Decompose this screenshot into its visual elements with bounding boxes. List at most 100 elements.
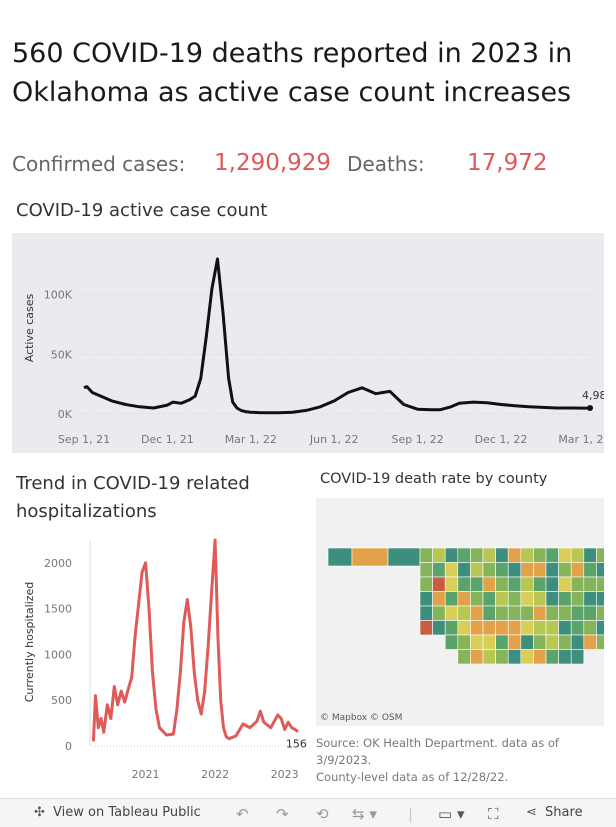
county: [457, 576, 471, 592]
county: [507, 562, 522, 578]
county: [558, 547, 572, 563]
county: [482, 576, 496, 592]
county: [533, 562, 547, 578]
revert-icon[interactable]: ⟲: [316, 805, 329, 823]
county: [583, 562, 597, 578]
confirmed-value: 1,290,929: [214, 150, 332, 176]
last-point: [587, 405, 593, 412]
county: [432, 620, 446, 636]
deaths-label: Deaths:: [347, 152, 425, 176]
x-tick-label: Sep 1, 21: [58, 433, 110, 446]
county: [470, 649, 484, 665]
county: [545, 649, 559, 665]
undo-icon[interactable]: ↶: [236, 805, 249, 823]
county-map[interactable]: © Mapbox © OSM: [316, 498, 604, 726]
county: [419, 562, 433, 578]
county: [507, 649, 522, 665]
deaths-value: 17,972: [467, 150, 548, 176]
county: [482, 591, 496, 607]
county: [457, 562, 471, 578]
county: [482, 605, 496, 621]
county: [507, 620, 522, 636]
county: [570, 634, 585, 650]
hosp-chart-title: Trend in COVID-19 related hospitalizatio…: [16, 470, 250, 526]
county: [570, 649, 585, 665]
county: [470, 620, 484, 636]
county: [596, 576, 604, 592]
x-tick-label: 2021: [132, 768, 160, 781]
county: [520, 562, 534, 578]
county: [545, 547, 559, 563]
county: [419, 620, 433, 636]
county: [545, 576, 559, 592]
county: [457, 620, 471, 636]
county: [520, 547, 534, 563]
source-line3: County-level data as of 12/28/22.: [316, 770, 509, 784]
county: [533, 605, 547, 621]
refresh-icon[interactable]: ⇆ ▾: [352, 805, 377, 823]
county: [495, 634, 509, 650]
county: [558, 605, 572, 621]
active-chart-title: COVID-19 active case count: [16, 200, 268, 221]
redo-icon[interactable]: ↷: [276, 805, 289, 823]
county: [570, 547, 585, 563]
county: [470, 605, 484, 621]
county: [545, 591, 559, 607]
y-tick-label: 100K: [44, 289, 73, 302]
y-tick-label: 500: [51, 694, 72, 707]
county: [507, 576, 522, 592]
county: [482, 634, 496, 650]
county: [570, 605, 585, 621]
county: [482, 649, 496, 665]
oklahoma-map: [327, 547, 604, 665]
county: [507, 605, 522, 621]
county: [533, 634, 547, 650]
county: [444, 562, 459, 578]
y-tick-label: 50K: [51, 348, 73, 361]
county: [432, 547, 446, 563]
x-tick-label: Dec 1, 21: [141, 433, 194, 446]
county: [470, 591, 484, 607]
county: [558, 634, 572, 650]
county: [533, 591, 547, 607]
county: [558, 591, 572, 607]
county: [558, 562, 572, 578]
x-tick-label: Mar 1, 23: [558, 433, 604, 446]
comment-icon[interactable]: ▭ ▾: [438, 805, 465, 823]
county: [495, 547, 509, 563]
hosp-title-line1: Trend in COVID-19 related: [16, 473, 250, 494]
county: [545, 605, 559, 621]
county: [558, 649, 572, 665]
view-on-tableau-button[interactable]: ✣ View on Tableau Public: [34, 805, 201, 820]
county: [533, 547, 547, 563]
county: [444, 576, 459, 592]
x-tick-label: 2023: [271, 768, 299, 781]
county: [520, 591, 534, 607]
county: [457, 605, 471, 621]
fullscreen-icon[interactable]: ⛶: [488, 805, 499, 823]
map-credit: © Mapbox © OSM: [320, 713, 403, 723]
county: [507, 634, 522, 650]
county: [482, 620, 496, 636]
share-button[interactable]: ⋖ Share: [526, 805, 583, 820]
view-on-tableau-label: View on Tableau Public: [53, 805, 201, 820]
y-tick-label: 1500: [44, 603, 72, 616]
county: [533, 620, 547, 636]
county: [570, 620, 585, 636]
county: [432, 562, 446, 578]
last-value-label: 4,986: [582, 389, 604, 402]
county: [570, 591, 585, 607]
county: [482, 547, 496, 563]
county: [457, 547, 471, 563]
y-tick-label: 2000: [44, 557, 72, 570]
county: [596, 605, 604, 621]
county: [495, 605, 509, 621]
county: [533, 576, 547, 592]
confirmed-label: Confirmed cases:: [12, 152, 186, 176]
county: [495, 620, 509, 636]
county: [457, 649, 471, 665]
county: [419, 547, 433, 563]
county: [507, 591, 522, 607]
county: [444, 591, 459, 607]
stats-row: Confirmed cases: 1,290,929 Deaths: 17,97…: [12, 150, 602, 184]
